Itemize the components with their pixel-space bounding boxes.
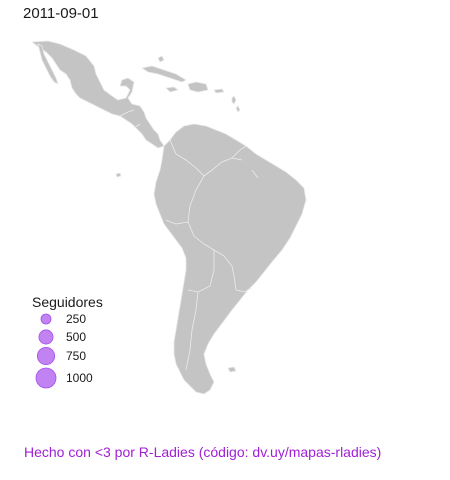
mexico-central-america-landmass — [31, 40, 165, 149]
puerto-rico-landmass — [213, 88, 225, 94]
legend-label-250: 250 — [66, 312, 87, 326]
country-borders — [119, 109, 259, 371]
galapagos-landmass — [115, 172, 122, 178]
cuba-landmass — [141, 65, 187, 83]
legend-marker-750 — [36, 346, 56, 366]
legend: Seguidores — [32, 294, 152, 314]
south-america-landmass — [153, 123, 307, 395]
legend-circle-250 — [40, 313, 52, 325]
legend-circle-1000 — [35, 367, 57, 389]
legend-title: Seguidores — [32, 294, 103, 310]
bahamas-landmass — [157, 55, 165, 63]
legend-marker-1000 — [35, 367, 57, 389]
baja-california-landmass — [37, 43, 59, 85]
footer-credit: Hecho con <3 por R-Ladies (código: dv.uy… — [24, 444, 382, 460]
legend-marker-500 — [38, 329, 54, 345]
frame-date-label: 2011-09-01 — [23, 5, 99, 22]
legend-label-500: 500 — [66, 330, 87, 344]
falklands-landmass — [227, 366, 237, 373]
legend-label-1000: 1000 — [66, 371, 93, 385]
legend-marker-250 — [40, 313, 52, 325]
hispaniola-landmass — [187, 81, 209, 93]
legend-circle-750 — [36, 346, 56, 366]
jamaica-landmass — [165, 86, 179, 93]
legend-label-750: 750 — [66, 349, 87, 363]
lesser-antilles-landmass — [231, 95, 241, 113]
legend-circle-500 — [38, 329, 54, 345]
